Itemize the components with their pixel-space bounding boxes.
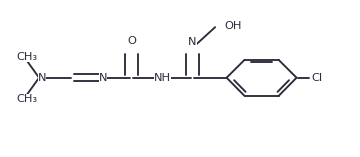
Text: CH₃: CH₃ [17, 94, 38, 104]
Text: O: O [127, 36, 136, 46]
Text: N: N [38, 73, 46, 83]
Text: OH: OH [225, 21, 242, 31]
Text: CH₃: CH₃ [17, 52, 38, 62]
Text: Cl: Cl [312, 73, 323, 83]
Text: N: N [99, 73, 107, 83]
Text: NH: NH [153, 73, 171, 83]
Text: N: N [188, 37, 197, 47]
